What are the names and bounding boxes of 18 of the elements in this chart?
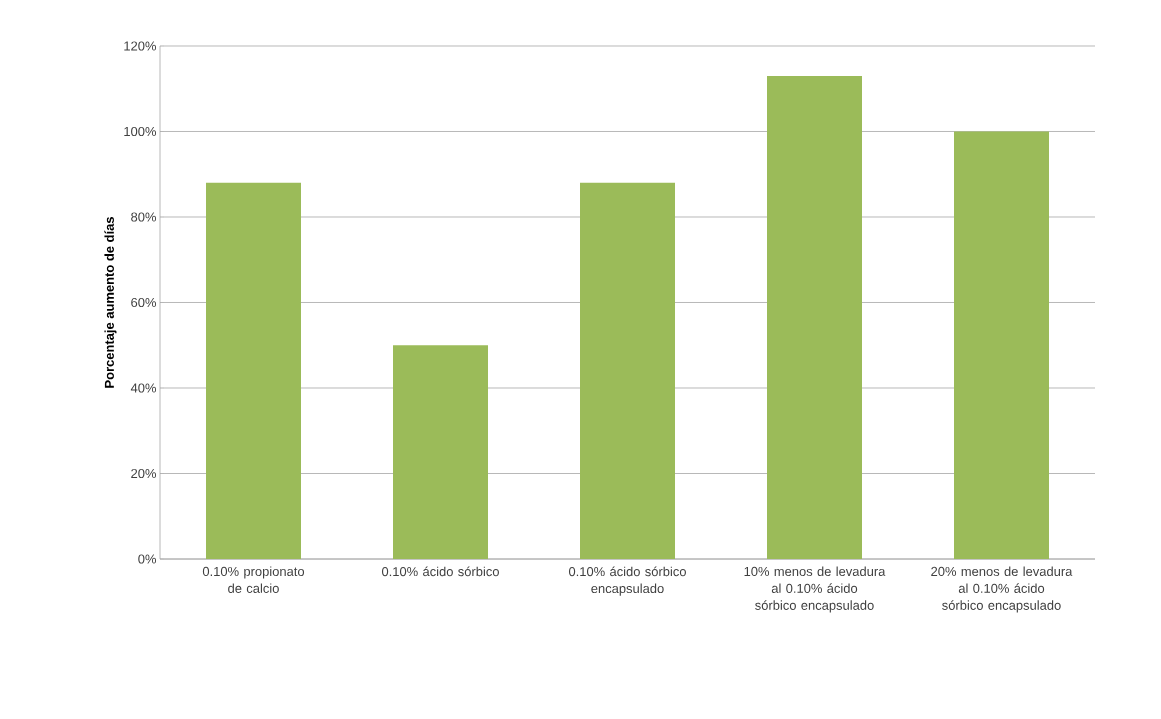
x-tick-label: 0.10% ácido sórbico [381,566,499,577]
y-tick-label: 0% [138,554,157,564]
y-tick-label: 60% [131,297,157,308]
bar [580,182,675,559]
y-tick-label: 120% [124,41,157,51]
x-tick-label: 0.10% propionato de calcio [202,566,305,593]
y-tick-label: 40% [130,383,157,393]
bar [767,75,862,559]
x-tick-label: 20% menos de levadura al 0.10% ácido sórbico encapsulado [931,566,1073,613]
y-tick-label: 80% [131,212,157,222]
x-tick-label: 0.10% ácido sórbico encapsulado [568,566,686,596]
y-tick-label: 20% [131,468,157,479]
y-tick-label: 100% [124,126,157,137]
bar [954,131,1049,559]
bar [393,345,488,559]
bar [206,182,301,559]
x-tick-label: 10% menos de levadura al 0.10% ácido sórbico encapsulado [744,566,886,613]
y-axis-title: Porcentaje aumento de días [104,217,117,388]
